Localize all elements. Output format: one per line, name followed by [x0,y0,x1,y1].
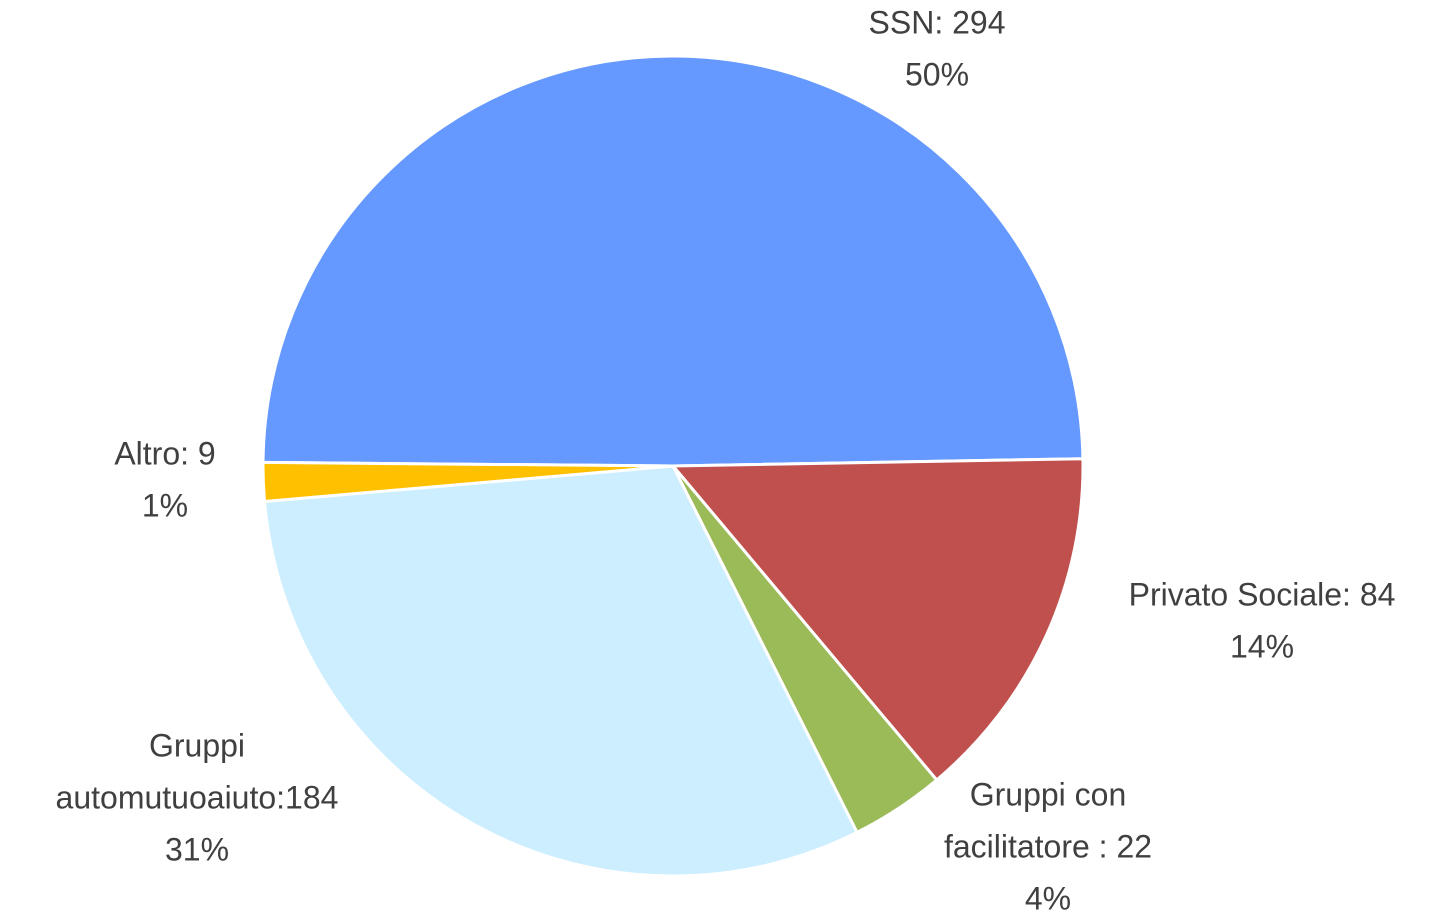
slice-label: Gruppi [149,727,245,763]
pie-slice [669,457,1085,783]
slice-label: SSN: 294 [869,4,1006,40]
pie-slice [261,460,674,504]
slice-percent: 31% [165,831,229,867]
slice-percent: 1% [142,487,188,523]
slice-label: Gruppi con [970,776,1127,812]
slice-percent: 4% [1025,880,1071,915]
slice-label: Privato Sociale: 84 [1129,576,1396,612]
slice-label: Altro: 9 [114,435,215,471]
slice-percent: 50% [905,56,969,92]
pie-slice [262,464,860,878]
slice-label: facilitatore : 22 [944,828,1152,864]
pie-slice [261,54,1085,468]
slice-label: automutuoaiuto:184 [56,779,339,815]
slice-percent: 14% [1230,628,1294,664]
